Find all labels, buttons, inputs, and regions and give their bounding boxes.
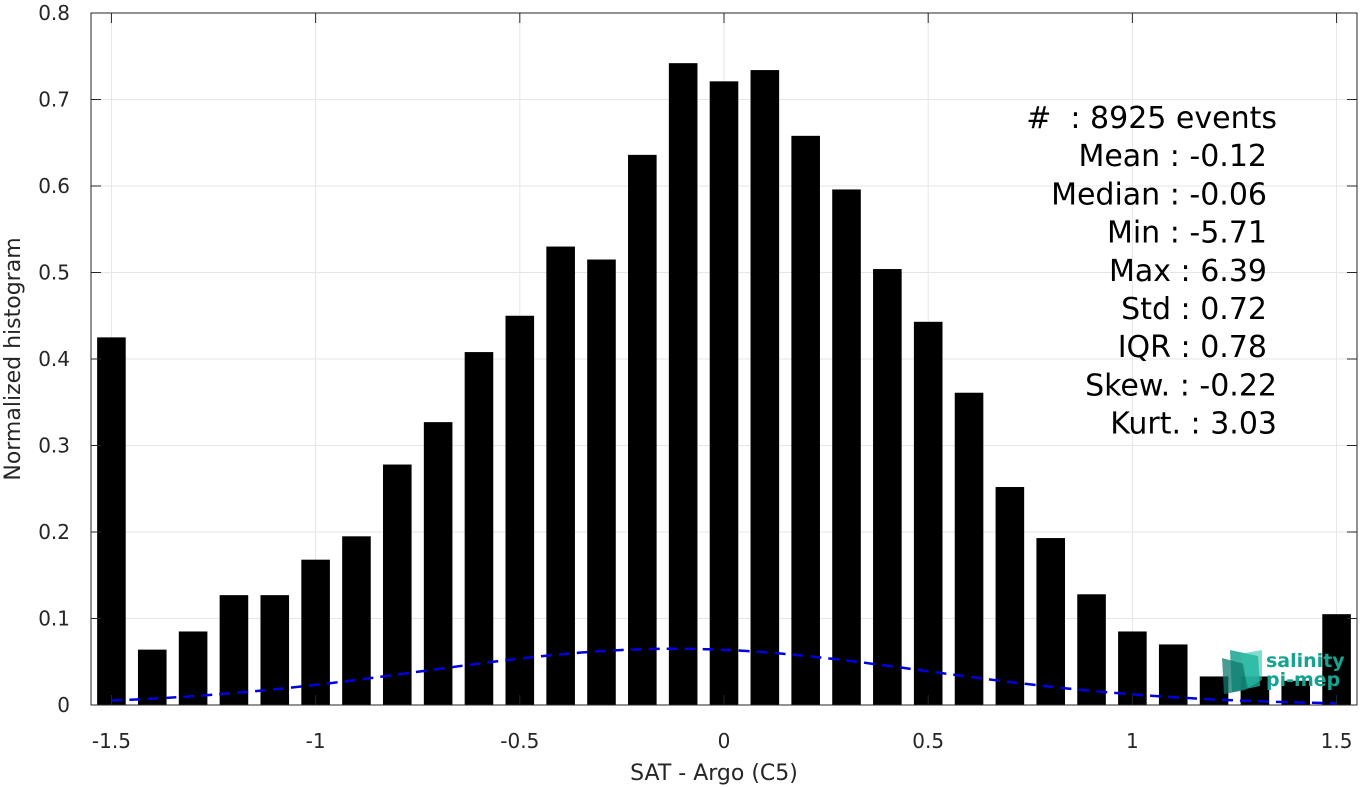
- histogram-bar: [97, 337, 126, 705]
- stat-line: Mean : -0.12: [1078, 139, 1267, 174]
- x-tick-label: -1: [306, 729, 326, 753]
- y-tick-label: 0.4: [38, 347, 70, 371]
- stat-line: Skew. : -0.22: [1085, 368, 1277, 403]
- histogram-bar: [342, 536, 371, 705]
- histogram-bar: [382, 464, 412, 705]
- stat-line: Min : -5.71: [1107, 216, 1267, 251]
- x-tick-label: 1: [1126, 729, 1139, 753]
- x-tick-label: -1.5: [92, 729, 131, 753]
- y-axis-label: Normalized histogram: [1, 237, 26, 480]
- histogram-bar: [995, 487, 1025, 705]
- histogram-bar: [1322, 614, 1351, 705]
- histogram-bar: [219, 595, 249, 705]
- logo-emblem-icon: [1222, 650, 1262, 694]
- stat-line: # : 8925 events: [1026, 101, 1277, 136]
- histogram-bars: [97, 63, 1351, 706]
- histogram-bar: [913, 321, 943, 705]
- y-tick-label: 0.7: [38, 88, 70, 112]
- y-tick-label: 0.2: [38, 520, 70, 544]
- histogram-bar: [137, 649, 167, 705]
- histogram-bar: [832, 189, 861, 705]
- fit-curve-line: [111, 647, 1337, 705]
- x-tick-label: 0: [718, 729, 731, 753]
- histogram-bar: [628, 154, 657, 706]
- y-tick-label: 0: [57, 693, 70, 717]
- x-axis-label: SAT - Argo (C5): [630, 761, 798, 786]
- histogram-bar: [873, 269, 902, 705]
- histogram-bar: [546, 246, 575, 706]
- stat-line: Kurt. : 3.03: [1110, 407, 1277, 442]
- x-tick-label: -0.5: [500, 729, 539, 753]
- histogram-bar: [1036, 538, 1066, 705]
- x-tick-label: 0.5: [912, 729, 944, 753]
- histogram-bar: [668, 63, 698, 706]
- stat-line: Std : 0.72: [1121, 292, 1267, 327]
- histogram-bar: [301, 559, 330, 705]
- y-tick-label: 0.6: [38, 174, 70, 198]
- histogram-bar: [1158, 644, 1188, 705]
- histogram-bar: [1077, 594, 1106, 705]
- gaussian-fit-curve: [111, 647, 1337, 705]
- logo-text-line1: salinity: [1266, 650, 1345, 672]
- y-tick-label: 0.5: [38, 261, 70, 285]
- histogram-bar: [423, 422, 453, 705]
- histogram-bar: [464, 352, 494, 705]
- histogram-bar: [505, 315, 535, 705]
- histogram-bar: [750, 70, 780, 706]
- stat-line: Max : 6.39: [1109, 254, 1267, 289]
- x-tick-label: 1.5: [1321, 729, 1353, 753]
- histogram-bar: [587, 259, 616, 705]
- histogram-bar: [178, 631, 208, 705]
- stat-line: Median : -0.06: [1051, 177, 1267, 212]
- histogram-bar: [791, 135, 820, 705]
- salinity-pi-mep-logo: salinity pi-mep: [1222, 650, 1345, 694]
- y-tick-label: 0.3: [38, 434, 70, 458]
- logo-text-line2: pi-mep: [1266, 669, 1340, 691]
- y-tick-label: 0.1: [38, 607, 70, 631]
- histogram-bar: [709, 81, 739, 705]
- x-axis-ticks: -1.5 -1 -0.5 0 0.5 1 1.5: [92, 13, 1353, 753]
- stat-line: IQR : 0.78: [1118, 330, 1267, 365]
- histogram-bar: [954, 392, 984, 705]
- y-tick-label: 0.8: [38, 1, 70, 25]
- y-axis-ticks: 0 0.1 0.2 0.3 0.4 0.5 0.6 0.7 0.8: [38, 1, 1357, 717]
- histogram-bar: [260, 595, 290, 705]
